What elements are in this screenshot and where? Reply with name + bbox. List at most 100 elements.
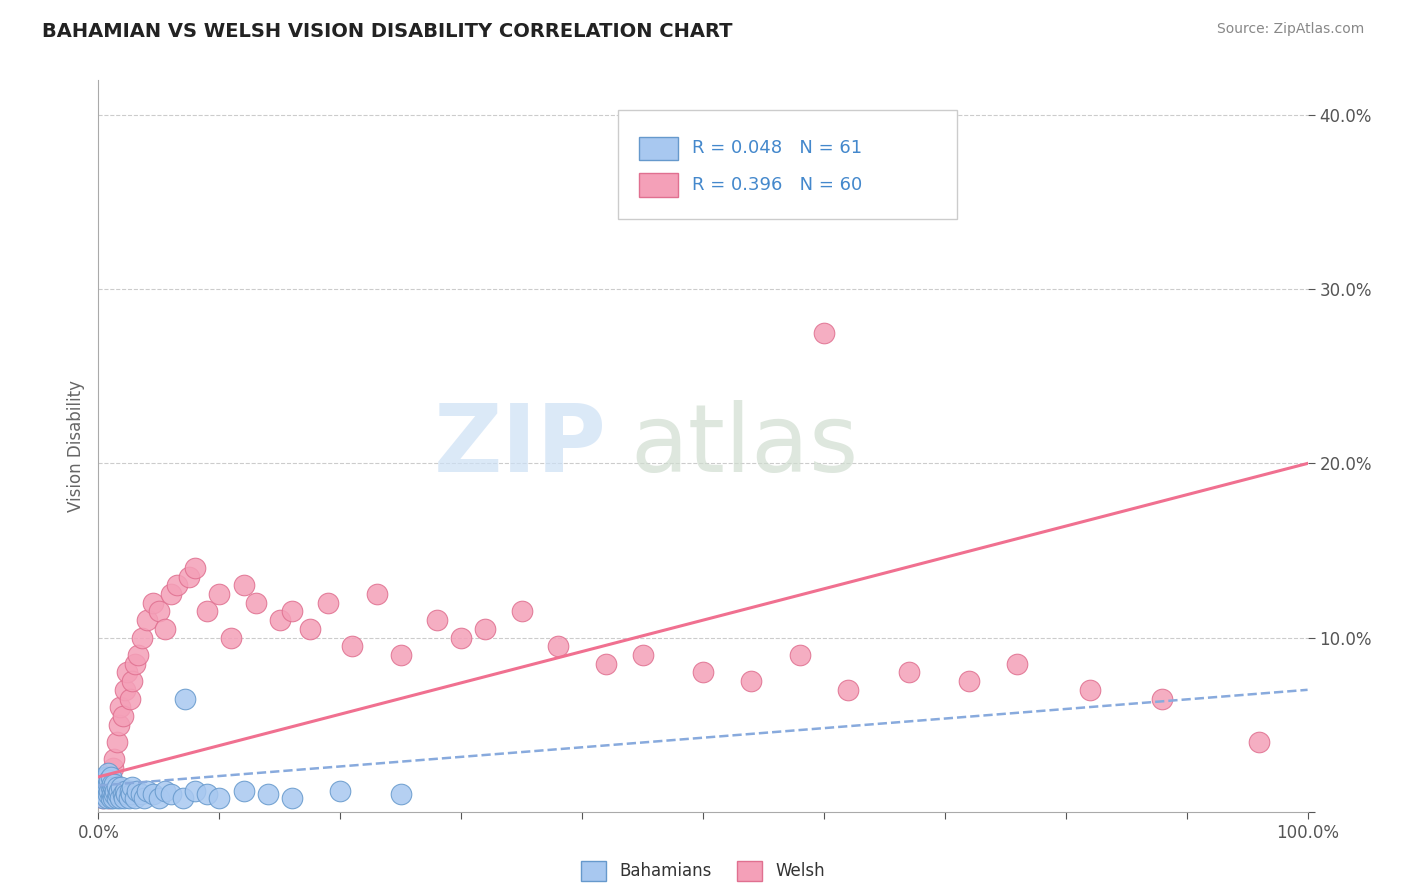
- Point: [153, 622, 176, 636]
- Point: [837, 682, 859, 697]
- Point: [172, 790, 194, 805]
- Point: [111, 709, 134, 723]
- Point: [100, 777, 122, 791]
- Point: [100, 790, 122, 805]
- Point: [100, 787, 122, 801]
- Text: Source: ZipAtlas.com: Source: ZipAtlas.com: [1216, 22, 1364, 37]
- Point: [135, 784, 157, 798]
- Point: [117, 665, 139, 680]
- Point: [97, 766, 120, 780]
- Point: [103, 752, 125, 766]
- Point: [142, 596, 165, 610]
- Point: [121, 674, 143, 689]
- Point: [103, 787, 125, 801]
- Point: [97, 787, 120, 801]
- FancyBboxPatch shape: [638, 173, 678, 196]
- Point: [98, 773, 121, 788]
- Point: [269, 613, 291, 627]
- Point: [124, 790, 146, 805]
- Point: [93, 787, 115, 801]
- Point: [148, 604, 170, 618]
- Point: [105, 780, 128, 795]
- Point: [142, 787, 165, 801]
- FancyBboxPatch shape: [638, 136, 678, 160]
- Point: [342, 640, 364, 654]
- Point: [195, 787, 218, 801]
- Point: [789, 648, 811, 662]
- Point: [108, 790, 131, 805]
- Point: [184, 561, 207, 575]
- Point: [134, 790, 156, 805]
- Point: [91, 779, 114, 793]
- Point: [120, 787, 142, 801]
- Point: [450, 631, 472, 645]
- Point: [426, 613, 449, 627]
- Point: [160, 787, 183, 801]
- Point: [127, 648, 149, 662]
- Point: [121, 780, 143, 795]
- Point: [366, 587, 388, 601]
- Point: [94, 784, 117, 798]
- Point: [111, 787, 134, 801]
- Point: [91, 790, 114, 805]
- Point: [96, 790, 118, 805]
- Point: [96, 773, 118, 788]
- Point: [389, 787, 412, 801]
- Point: [97, 784, 120, 798]
- Point: [110, 780, 132, 795]
- Point: [631, 648, 654, 662]
- Point: [1078, 682, 1101, 697]
- Point: [101, 780, 124, 795]
- Point: [91, 784, 114, 798]
- Point: [124, 657, 146, 671]
- Point: [100, 770, 122, 784]
- Text: R = 0.048   N = 61: R = 0.048 N = 61: [692, 139, 862, 157]
- Point: [329, 784, 352, 798]
- Point: [510, 604, 533, 618]
- Point: [105, 735, 128, 749]
- Point: [103, 777, 125, 791]
- Point: [98, 784, 121, 798]
- Point: [114, 784, 136, 798]
- Point: [160, 587, 183, 601]
- Point: [96, 780, 118, 795]
- Point: [98, 790, 121, 805]
- Point: [547, 640, 569, 654]
- Point: [107, 787, 129, 801]
- Point: [595, 657, 617, 671]
- Point: [96, 770, 118, 784]
- Point: [131, 631, 153, 645]
- Point: [114, 682, 136, 697]
- Point: [93, 779, 115, 793]
- Point: [316, 596, 339, 610]
- Point: [389, 648, 412, 662]
- Point: [100, 780, 122, 795]
- Y-axis label: Vision Disability: Vision Disability: [66, 380, 84, 512]
- Point: [91, 790, 114, 805]
- Point: [221, 631, 243, 645]
- Point: [101, 761, 124, 775]
- Point: [245, 596, 267, 610]
- Point: [177, 569, 201, 583]
- Point: [108, 700, 131, 714]
- Point: [298, 622, 321, 636]
- Point: [90, 787, 112, 801]
- FancyBboxPatch shape: [619, 110, 957, 219]
- Point: [94, 773, 117, 788]
- Point: [208, 587, 231, 601]
- Point: [1152, 691, 1174, 706]
- Point: [166, 578, 188, 592]
- Point: [1249, 735, 1271, 749]
- Point: [184, 784, 207, 798]
- Point: [195, 604, 218, 618]
- Point: [281, 790, 304, 805]
- Point: [232, 578, 254, 592]
- Point: [740, 674, 762, 689]
- Point: [474, 622, 496, 636]
- Point: [105, 790, 128, 805]
- Point: [94, 787, 117, 801]
- Point: [174, 691, 197, 706]
- Point: [129, 787, 152, 801]
- Point: [1007, 657, 1029, 671]
- Point: [957, 674, 980, 689]
